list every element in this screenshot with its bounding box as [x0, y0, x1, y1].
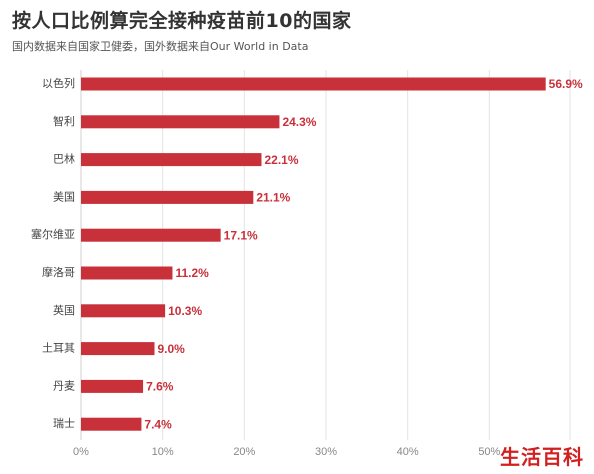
category-label: 英国: [53, 303, 75, 317]
data-label: 24.3%: [282, 115, 316, 129]
category-label: 瑞士: [53, 416, 75, 430]
x-tick-label: 50%: [478, 446, 500, 458]
bar-layer: [81, 77, 546, 431]
data-label: 22.1%: [264, 153, 298, 167]
data-label: 10.3%: [168, 304, 202, 318]
x-tick-label: 40%: [397, 446, 419, 458]
bar: [81, 417, 142, 431]
bar: [81, 266, 173, 280]
bar: [81, 115, 280, 129]
chart-subtitle: 国内数据来自国家卫健委，国外数据来自Our World in Data: [12, 40, 309, 53]
x-tick-label: 10%: [152, 446, 174, 458]
bar: [81, 190, 254, 204]
bar: [81, 342, 155, 356]
category-label: 智利: [53, 114, 75, 128]
data-label: 17.1%: [224, 228, 258, 242]
category-label: 巴林: [53, 152, 75, 166]
category-label: 美国: [53, 190, 75, 203]
label-layer: 0% 10% 20% 30% 40% 50% 以色列 56.9% 智利 24.3% 巴林 22.1% 美…: [31, 76, 583, 458]
category-label: 土耳其: [42, 342, 75, 355]
bar: [81, 228, 221, 242]
bar: [81, 153, 262, 167]
data-label: 7.4%: [144, 417, 172, 431]
data-label: 56.9%: [549, 77, 583, 91]
chart-title: 按人口比例算完全接种疫苗前10的国家: [12, 10, 352, 32]
category-label: 塞尔维亚: [31, 227, 75, 241]
bar: [81, 77, 546, 91]
category-label: 摩洛哥: [42, 265, 75, 279]
bar: [81, 304, 166, 318]
bar: [81, 379, 144, 393]
watermark-logo: 生活百科: [500, 445, 584, 469]
x-tick-label: 30%: [315, 446, 337, 458]
x-tick-label: 20%: [233, 446, 255, 458]
data-label: 11.2%: [175, 266, 209, 280]
data-label: 9.0%: [158, 342, 186, 356]
data-label: 21.1%: [256, 191, 290, 205]
data-label: 7.6%: [146, 380, 174, 394]
x-tick-label: 0%: [73, 446, 89, 458]
category-label: 以色列: [42, 76, 75, 90]
grid-layer: [80, 70, 571, 440]
category-label: 丹麦: [53, 379, 75, 392]
